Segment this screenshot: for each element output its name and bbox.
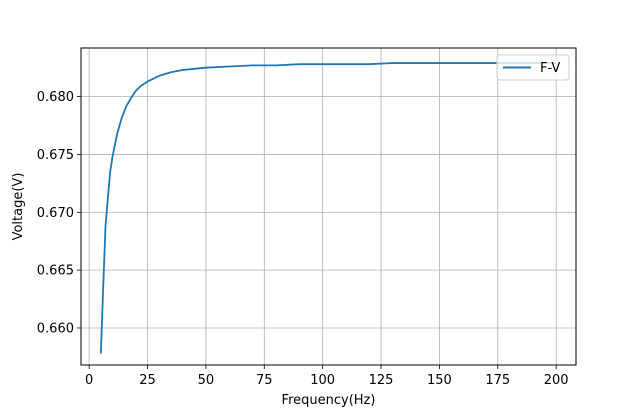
x-tick-label: 200 — [544, 373, 569, 388]
legend-entry-label: F-V — [540, 61, 560, 76]
y-axis-label: Voltage(V) — [11, 173, 26, 241]
x-tick-label: 50 — [198, 373, 215, 388]
x-tick-label: 150 — [427, 373, 452, 388]
y-tick-label: 0.670 — [37, 206, 74, 221]
y-axis-ticks: 0.660 0.665 0.670 0.675 0.680 — [37, 90, 81, 336]
x-tick-label: 25 — [139, 373, 156, 388]
y-tick-label: 0.665 — [37, 264, 74, 279]
series-line-f-v — [99, 62, 557, 354]
y-tick-label: 0.660 — [37, 321, 74, 336]
x-axis-ticks: 0 25 50 75 100 125 150 175 200 — [85, 365, 569, 388]
x-tick-label: 0 — [85, 373, 93, 388]
plot-frame — [80, 47, 577, 366]
x-tick-label: 100 — [310, 373, 335, 388]
legend-box — [496, 54, 570, 81]
x-tick-label: 175 — [485, 373, 510, 388]
grid-lines — [81, 48, 576, 365]
series-layer — [99, 62, 557, 354]
y-tick-label: 0.680 — [37, 90, 74, 105]
x-tick-label: 75 — [256, 373, 273, 388]
x-tick-label: 125 — [369, 373, 394, 388]
plot-area — [81, 48, 576, 365]
legend: F-V — [496, 54, 570, 81]
y-tick-label: 0.675 — [37, 148, 74, 163]
x-axis-label: Frequency(Hz) — [282, 393, 376, 408]
